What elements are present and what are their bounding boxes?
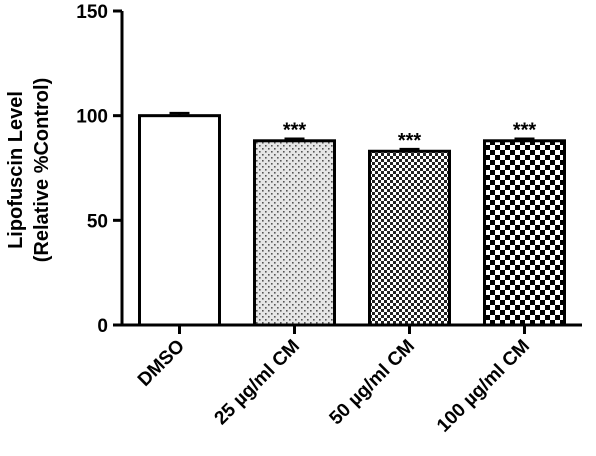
x-tick-label: 100 µg/ml CM xyxy=(433,336,534,437)
significance-label: *** xyxy=(398,130,422,152)
significance-label: *** xyxy=(283,120,307,142)
y-axis-title-line1: Lipofuscin Level xyxy=(5,91,27,249)
bar xyxy=(138,114,221,327)
y-tick-label: 50 xyxy=(87,211,108,232)
y-axis-title: Lipofuscin Level (Relative %Control) xyxy=(5,78,53,262)
significance-label: *** xyxy=(513,120,537,142)
y-axis: 0 50 100 150 xyxy=(76,2,124,337)
x-axis: DMSO 25 µg/ml CM 50 µg/ml CM 100 µg/ml CM xyxy=(122,323,582,437)
bar xyxy=(368,149,451,327)
bars-group: *** *** *** xyxy=(138,111,566,327)
y-tick-label: 150 xyxy=(76,2,108,23)
y-tick-label: 100 xyxy=(76,107,108,128)
y-tick-label: 0 xyxy=(97,316,108,337)
bar xyxy=(253,139,336,327)
x-tick-label: 50 µg/ml CM xyxy=(326,336,420,430)
x-tick-label: DMSO xyxy=(134,336,189,391)
y-axis-title-line2: (Relative %Control) xyxy=(31,78,53,262)
x-tick-label: 25 µg/ml CM xyxy=(211,336,305,430)
bar xyxy=(483,139,566,327)
